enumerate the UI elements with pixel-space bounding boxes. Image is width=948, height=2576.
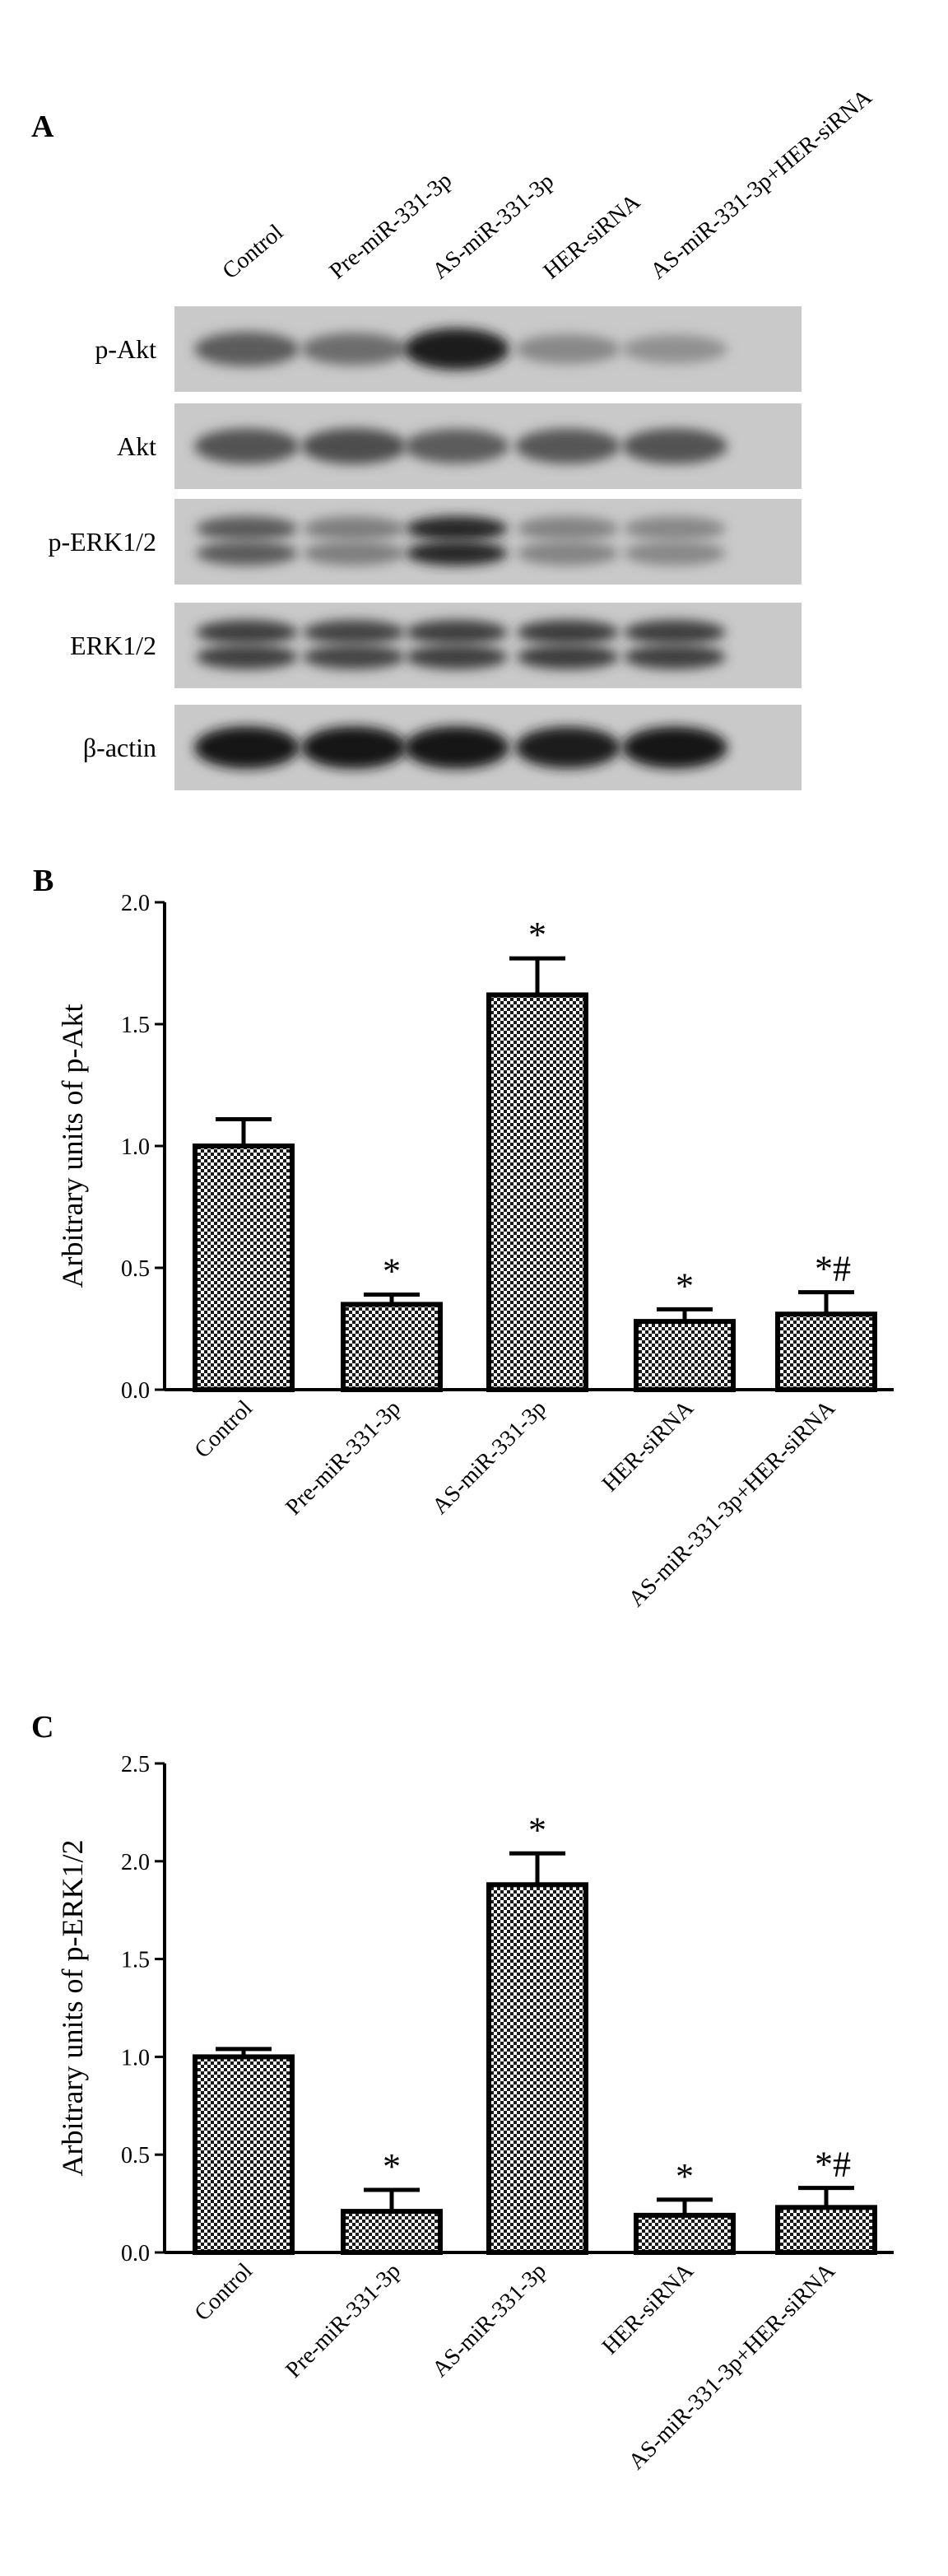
- significance-label: *: [676, 1265, 694, 1306]
- blot-band: [515, 334, 620, 364]
- blot-band: [194, 726, 300, 769]
- blot-band: [303, 620, 405, 645]
- blot-band: [406, 541, 508, 566]
- x-category-label: HER-siRNA: [597, 2257, 699, 2359]
- y-tick-label: 0.0: [121, 2241, 150, 2266]
- blot-band: [515, 726, 620, 769]
- y-tick-label: 2.0: [121, 891, 150, 916]
- blot-lane-label: Control: [218, 219, 289, 284]
- y-tick-label: 1.0: [121, 2045, 150, 2071]
- blot-band: [303, 541, 405, 566]
- blot-band: [406, 620, 508, 645]
- bar: [193, 1144, 295, 1392]
- x-category-label: HER-siRNA: [597, 1395, 699, 1497]
- blot-band: [517, 645, 619, 669]
- x-category-label: Pre-miR-331-3p: [281, 1395, 406, 1521]
- y-tick-label: 0.5: [121, 2143, 150, 2168]
- blot-strip: [174, 499, 802, 585]
- bar: [486, 1882, 588, 2255]
- blot-band: [303, 645, 405, 669]
- blot-band: [194, 428, 300, 464]
- bar: [341, 2209, 443, 2256]
- blot-band: [196, 541, 298, 566]
- blot-band: [196, 516, 298, 541]
- significance-label: *#: [815, 1249, 851, 1289]
- blot-band: [406, 645, 508, 669]
- significance-label: *: [676, 2156, 694, 2196]
- blot-row-label: ERK1/2: [70, 631, 156, 660]
- blot-band: [624, 620, 726, 645]
- blot-lane-label: AS-miR-331-3p+HER-siRNA: [646, 84, 878, 284]
- blot-lane-labels: Control Pre-miR-331-3pAS-miR-331-3pHER-si…: [218, 84, 878, 284]
- blot-band: [622, 726, 727, 769]
- bar: [775, 2205, 877, 2256]
- y-tick-label: 0.5: [121, 1256, 150, 1282]
- significance-label: *: [383, 2146, 401, 2187]
- blot-band: [404, 328, 509, 370]
- panel-a-letter: A: [31, 109, 54, 144]
- panel-b-letter: B: [33, 864, 53, 898]
- y-tick-label: 0.0: [121, 1378, 150, 1404]
- chart-p-akt: 0.0 0.5 1.0 1.5 2.0 Arbitrary units of p-Akt C…: [56, 891, 894, 1612]
- blot-band: [303, 516, 405, 541]
- bar: [341, 1302, 443, 1393]
- blot-band: [301, 726, 407, 769]
- blot-band: [622, 334, 727, 364]
- blot-row-label: p-Akt: [95, 334, 156, 364]
- bar: [634, 1319, 736, 1392]
- bar: [634, 2212, 736, 2255]
- y-tick-label: 1.5: [121, 1948, 150, 1973]
- significance-label: *: [528, 1810, 546, 1850]
- y-axis-title: Arbitrary units of p-Akt: [56, 1004, 89, 1288]
- blot-band: [406, 516, 508, 541]
- blot-band: [404, 726, 509, 769]
- blot-band: [301, 333, 407, 366]
- blot-band: [517, 620, 619, 645]
- blot-band: [517, 541, 619, 566]
- blot-row-label: β-actin: [83, 733, 156, 762]
- y-tick-label: 2.0: [121, 1850, 150, 1875]
- blot-band: [624, 541, 726, 566]
- y-axis-title: Arbitrary units of p-ERK1/2: [56, 1840, 89, 2177]
- blot-row-label: Akt: [117, 431, 156, 461]
- blot-band: [404, 429, 509, 463]
- blot-band: [622, 428, 727, 464]
- blot-band: [196, 645, 298, 669]
- bar: [486, 992, 588, 1392]
- blot-band: [517, 516, 619, 541]
- blot-band: [196, 620, 298, 645]
- x-category-label: Control: [190, 2258, 258, 2327]
- x-category-label: Pre-miR-331-3p: [281, 2258, 406, 2383]
- blot-row-label: p-ERK1/2: [48, 527, 156, 557]
- blot-band: [515, 428, 620, 464]
- western-blot: p-Akt Akt p-ERK1/2 ERK1/2 β-actin: [48, 306, 802, 790]
- significance-label: *#: [815, 2145, 851, 2185]
- panel-c-letter: C: [31, 1710, 53, 1745]
- y-tick-label: 1.0: [121, 1134, 150, 1160]
- blot-strip: [174, 603, 802, 688]
- bar: [775, 1311, 877, 1392]
- x-category-label: AS-miR-331-3p: [427, 1395, 551, 1520]
- blot-lane-label: HER-siRNA: [539, 189, 646, 284]
- bar: [193, 2054, 295, 2255]
- blot-band: [194, 332, 300, 366]
- x-category-label: AS-miR-331-3p: [427, 2258, 551, 2383]
- y-tick-label: 1.5: [121, 1013, 150, 1038]
- chart-p-erk: 0.0 0.5 1.0 1.5 2.0 2.5 Arbitrary units of p-E…: [56, 1752, 894, 2475]
- significance-label: *: [528, 915, 546, 955]
- blot-band: [624, 516, 726, 541]
- blot-band: [301, 428, 407, 464]
- x-category-label: Control: [190, 1395, 258, 1464]
- blot-band: [624, 645, 726, 669]
- y-tick-label: 2.5: [121, 1752, 150, 1777]
- significance-label: *: [383, 1251, 401, 1292]
